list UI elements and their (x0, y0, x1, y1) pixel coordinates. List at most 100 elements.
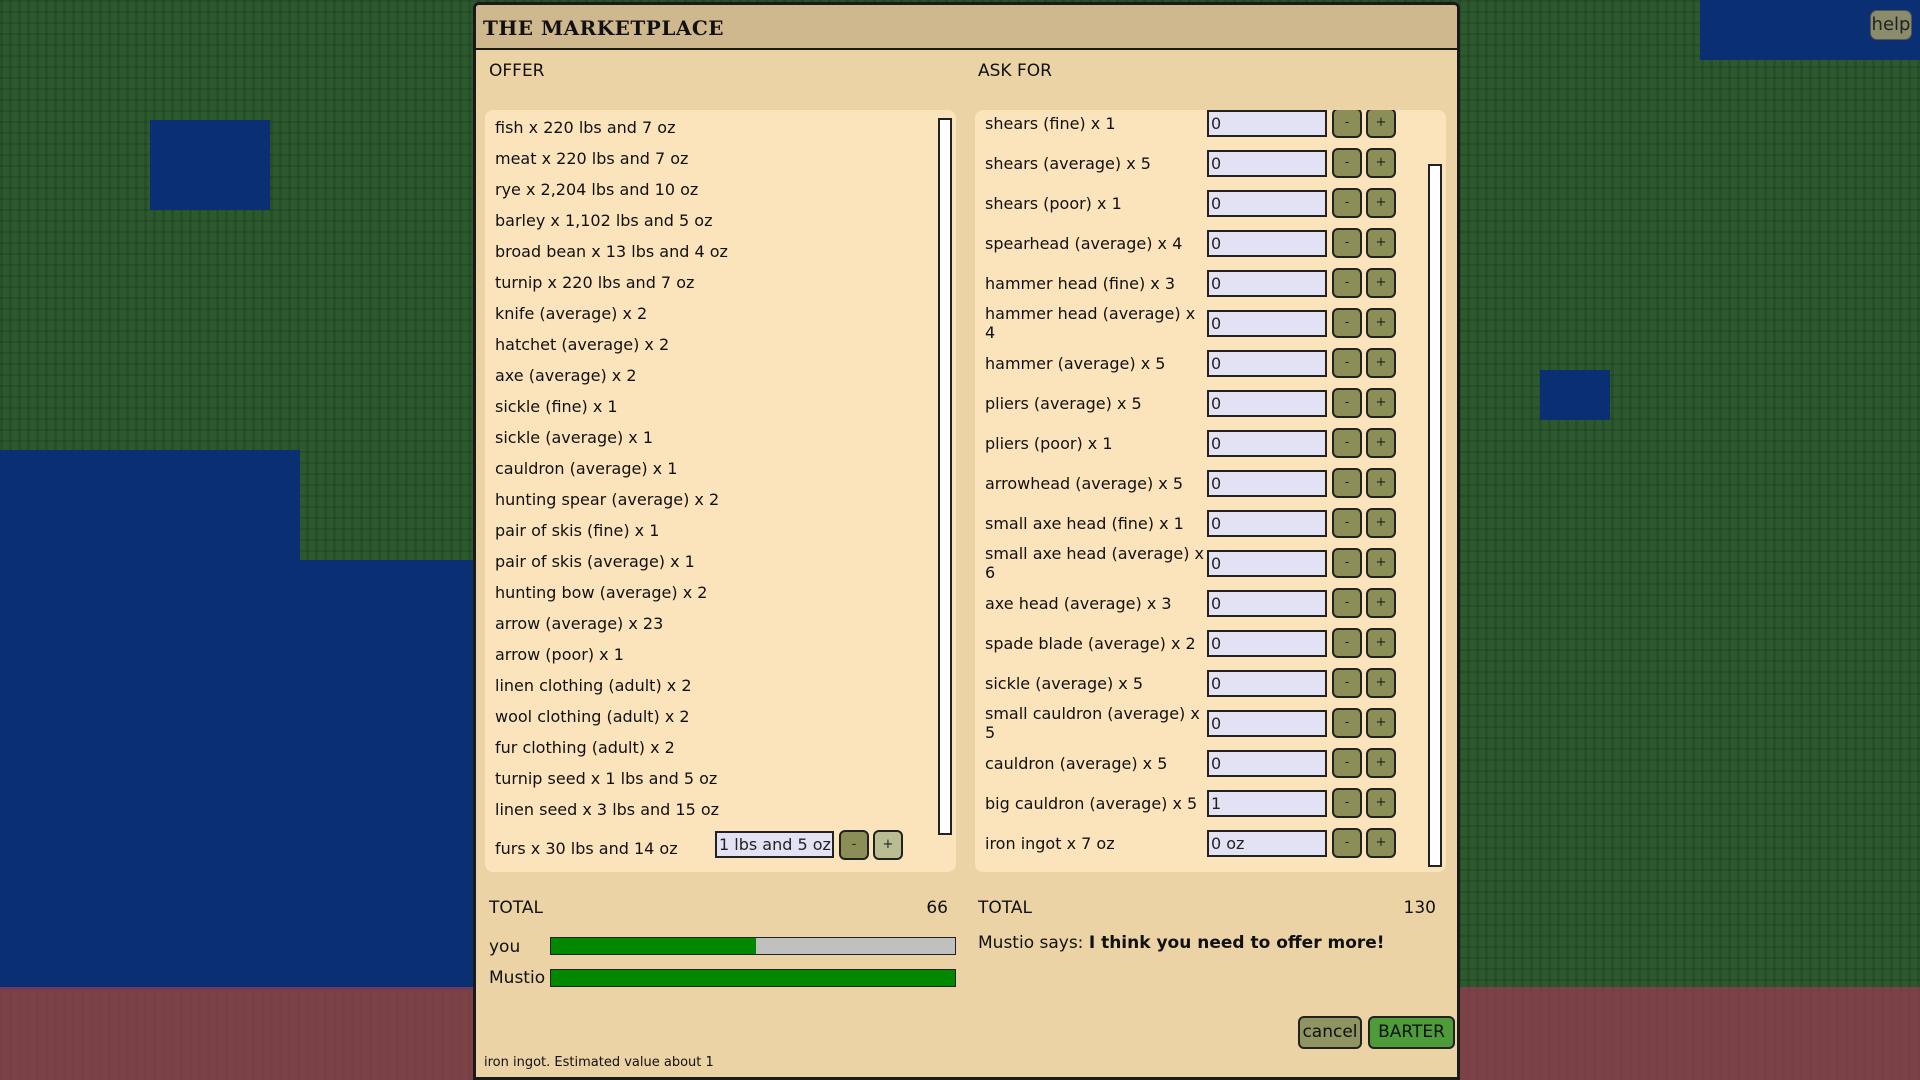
ask-increase-button[interactable]: + (1366, 228, 1396, 258)
ask-decrease-button[interactable]: - (1332, 748, 1362, 778)
ask-quantity-input[interactable]: 0 (1207, 670, 1327, 697)
ask-decrease-button[interactable]: - (1332, 788, 1362, 818)
offer-item[interactable]: linen seed x 3 lbs and 15 oz (495, 800, 720, 819)
ask-item: sickle (average) x 5 0- + (975, 663, 1446, 703)
ask-item: iron ingot x 7 oz 0 oz - + (975, 823, 1446, 863)
ask-quantity-input[interactable]: 0 (1207, 390, 1327, 417)
ask-item-label: iron ingot x 7 oz (985, 833, 1115, 853)
offer-item[interactable]: axe (average) x 2 (495, 366, 637, 385)
ask-decrease-button[interactable]: - (1332, 588, 1362, 618)
ask-quantity-input[interactable]: 0 (1207, 630, 1327, 657)
ask-item-label: arrowhead (average) x 5 (985, 473, 1184, 493)
ask-quantity-input[interactable]: 0 (1207, 150, 1327, 177)
offer-item[interactable]: turnip seed x 1 lbs and 5 oz (495, 769, 718, 788)
ask-quantity-input[interactable]: 0 (1207, 470, 1327, 497)
ask-increase-button[interactable]: + (1366, 188, 1396, 218)
offer-item[interactable]: sickle (average) x 1 (495, 428, 654, 447)
ask-increase-button[interactable]: + (1366, 508, 1396, 538)
ask-decrease-button[interactable]: - (1332, 708, 1362, 738)
ask-quantity-input[interactable]: 0 (1207, 550, 1327, 577)
ask-increase-button[interactable]: + (1366, 628, 1396, 658)
offer-increase-button[interactable]: + (873, 830, 903, 860)
offer-item[interactable]: barley x 1,102 lbs and 5 oz (495, 211, 713, 230)
ask-decrease-button[interactable]: - (1332, 348, 1362, 378)
ask-decrease-button[interactable]: - (1332, 428, 1362, 458)
ask-decrease-button[interactable]: - (1332, 148, 1362, 178)
offer-item[interactable]: hunting spear (average) x 2 (495, 490, 720, 509)
ask-quantity-input[interactable]: 0 (1207, 710, 1327, 737)
offer-list: fish x 220 lbs and 7 oz meat x 220 lbs an… (485, 110, 956, 872)
ask-increase-button[interactable]: + (1366, 748, 1396, 778)
trader-value-bar (550, 969, 956, 987)
ask-increase-button[interactable]: + (1366, 388, 1396, 418)
ask-decrease-button[interactable]: - (1332, 308, 1362, 338)
ask-increase-button[interactable]: + (1366, 428, 1396, 458)
ask-decrease-button[interactable]: - (1332, 668, 1362, 698)
ask-increase-button[interactable]: + (1366, 308, 1396, 338)
offer-item[interactable]: sickle (fine) x 1 (495, 397, 618, 416)
ask-quantity-input[interactable]: 0 (1207, 230, 1327, 257)
ask-increase-button[interactable]: + (1366, 110, 1396, 138)
offer-item[interactable]: wool clothing (adult) x 2 (495, 707, 690, 726)
ask-increase-button[interactable]: + (1366, 668, 1396, 698)
ask-increase-button[interactable]: + (1366, 708, 1396, 738)
ask-quantity-input[interactable]: 0 (1207, 270, 1327, 297)
ask-decrease-button[interactable]: - (1332, 548, 1362, 578)
ask-quantity-input[interactable]: 0 (1207, 110, 1327, 137)
ask-list: shears (fine) x 1 0- + shears (average) x 5… (975, 110, 1446, 872)
ask-quantity-input[interactable]: 0 (1207, 190, 1327, 217)
barter-button[interactable]: BARTER (1368, 1016, 1455, 1049)
ask-quantity-input[interactable]: 0 (1207, 510, 1327, 537)
ask-quantity-input[interactable]: 0 (1207, 350, 1327, 377)
ask-increase-button[interactable]: + (1366, 588, 1396, 618)
offer-decrease-button[interactable]: - (839, 830, 869, 860)
ask-increase-button[interactable]: + (1366, 268, 1396, 298)
offer-item[interactable]: rye x 2,204 lbs and 10 oz (495, 180, 699, 199)
offer-item[interactable]: pair of skis (fine) x 1 (495, 521, 660, 540)
ask-quantity-input[interactable]: 0 (1207, 310, 1327, 337)
ask-quantity-input[interactable]: 1 (1207, 790, 1327, 817)
ask-item: arrowhead (average) x 5 0- + (975, 463, 1446, 503)
offer-item[interactable]: fish x 220 lbs and 7 oz (495, 118, 676, 137)
offer-item[interactable]: cauldron (average) x 1 (495, 459, 678, 478)
ask-decrease-button[interactable]: - (1332, 628, 1362, 658)
ask-increase-button[interactable]: + (1366, 828, 1396, 858)
ask-decrease-button[interactable]: - (1332, 268, 1362, 298)
status-text: iron ingot. Estimated value about 1 (484, 1055, 714, 1070)
ask-increase-button[interactable]: + (1366, 148, 1396, 178)
offer-item[interactable]: arrow (poor) x 1 (495, 645, 624, 664)
ask-decrease-button[interactable]: - (1332, 828, 1362, 858)
offer-quantity-input[interactable]: 1 lbs and 5 oz (715, 831, 834, 858)
ask-increase-button[interactable]: + (1366, 548, 1396, 578)
ask-quantity-input[interactable]: 0 (1207, 750, 1327, 777)
offer-item[interactable]: linen clothing (adult) x 2 (495, 676, 692, 695)
ask-decrease-button[interactable]: - (1332, 388, 1362, 418)
offer-item[interactable]: arrow (average) x 23 (495, 614, 664, 633)
offer-item[interactable]: pair of skis (average) x 1 (495, 552, 695, 571)
offer-item[interactable]: turnip x 220 lbs and 7 oz (495, 273, 695, 292)
ask-decrease-button[interactable]: - (1332, 110, 1362, 138)
ask-quantity-input[interactable]: 0 (1207, 590, 1327, 617)
ask-decrease-button[interactable]: - (1332, 508, 1362, 538)
cancel-button[interactable]: cancel (1298, 1016, 1362, 1049)
offer-item[interactable]: meat x 220 lbs and 7 oz (495, 149, 689, 168)
ask-quantity-input[interactable]: 0 oz (1207, 830, 1327, 857)
offer-item[interactable]: knife (average) x 2 (495, 304, 648, 323)
ask-increase-button[interactable]: + (1366, 788, 1396, 818)
help-button[interactable]: help (1870, 10, 1912, 40)
offer-item[interactable]: broad bean x 13 lbs and 4 oz (495, 242, 728, 261)
ask-item: big cauldron (average) x 5 1- + (975, 783, 1446, 823)
offer-item[interactable]: hunting bow (average) x 2 (495, 583, 708, 602)
offer-item[interactable]: fur clothing (adult) x 2 (495, 738, 675, 757)
offer-scrollbar[interactable] (938, 118, 952, 835)
trader-value-fill (551, 970, 955, 986)
ask-quantity-input[interactable]: 0 (1207, 430, 1327, 457)
ask-decrease-button[interactable]: - (1332, 228, 1362, 258)
ask-decrease-button[interactable]: - (1332, 468, 1362, 498)
ask-decrease-button[interactable]: - (1332, 188, 1362, 218)
ask-total-value: 130 (1403, 898, 1436, 918)
ask-scrollbar[interactable] (1428, 164, 1442, 867)
ask-increase-button[interactable]: + (1366, 468, 1396, 498)
offer-item[interactable]: hatchet (average) x 2 (495, 335, 670, 354)
ask-increase-button[interactable]: + (1366, 348, 1396, 378)
